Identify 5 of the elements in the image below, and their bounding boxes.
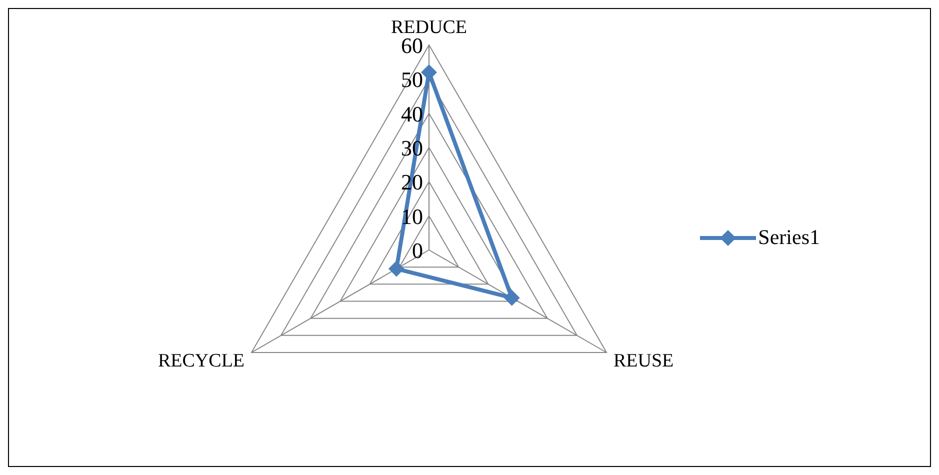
spoke-label: RECYCLE <box>158 350 245 372</box>
legend-label: Series1 <box>758 225 820 250</box>
y-tick-label: 50 <box>401 67 423 92</box>
spoke-label: REUSE <box>613 350 674 372</box>
y-tick-label: 0 <box>412 238 423 263</box>
